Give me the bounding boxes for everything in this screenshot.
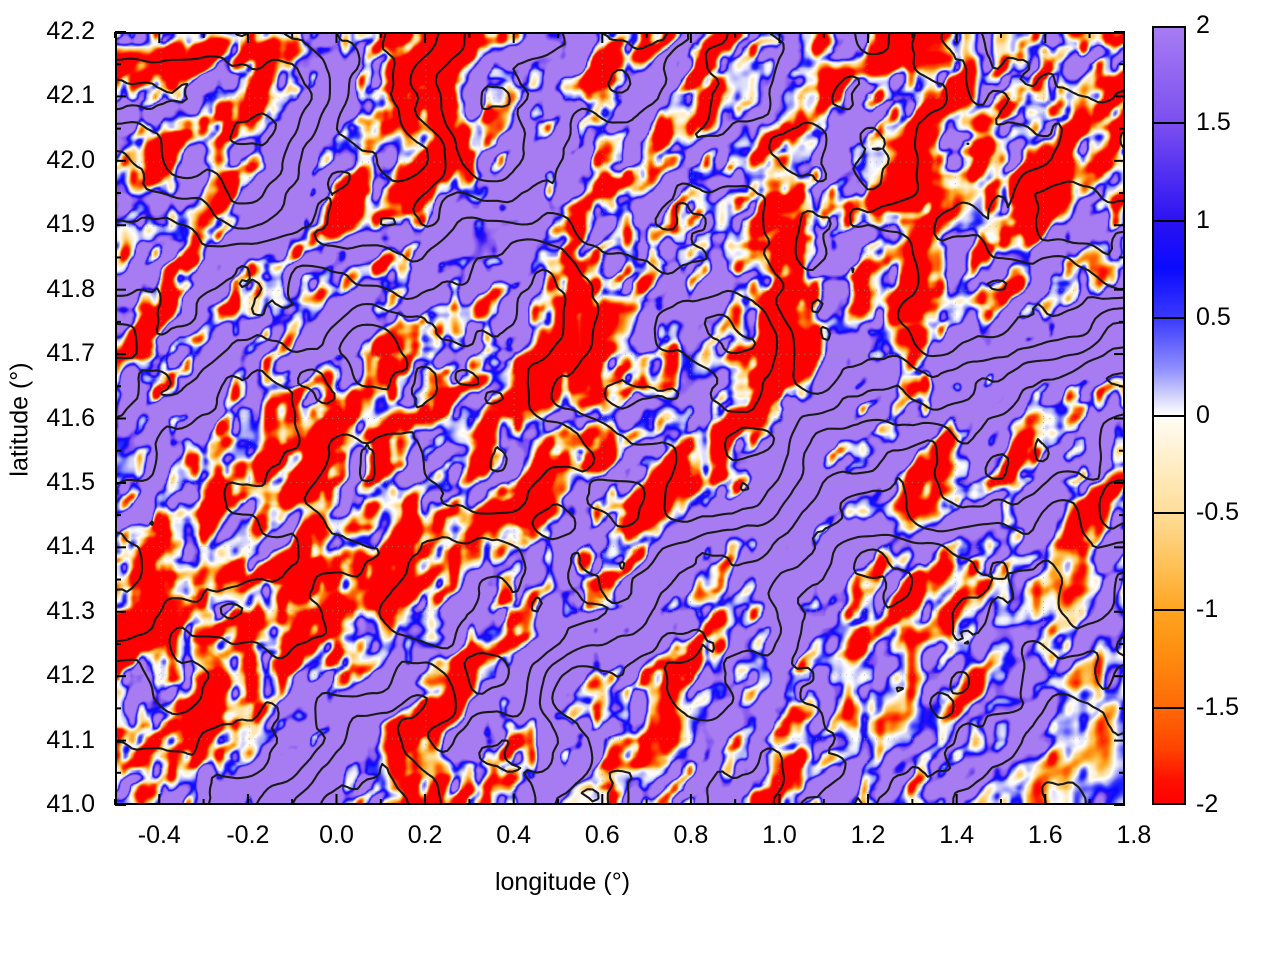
plot-area (115, 32, 1125, 805)
colorbar-tick-label: -1 (1196, 595, 1219, 624)
colorbar-tick-label: 1 (1196, 205, 1210, 234)
contour-line (117, 34, 1123, 290)
x-tick-label: 0.4 (496, 821, 532, 849)
contour-line (952, 692, 1123, 803)
y-tick-label: 41.2 (46, 661, 95, 690)
y-tick-label: 41.9 (46, 210, 95, 239)
colorbar-gradient (1152, 26, 1186, 805)
contour-line (117, 268, 1123, 803)
x-tick-label: 1.6 (1027, 821, 1063, 849)
x-axis-title: longitude (°) (494, 868, 631, 896)
contour-line (706, 533, 1123, 803)
contour-line (117, 78, 1123, 256)
x-tick-label: 0.8 (673, 821, 709, 849)
y-tick-label: 42.1 (46, 81, 95, 110)
x-tick-label: 1.4 (939, 821, 975, 849)
colorbar-tick-label: 2 (1196, 11, 1210, 39)
x-tick-label: -0.2 (226, 821, 270, 849)
x-tick-label: 1.0 (762, 821, 797, 849)
y-tick-label: 42.2 (46, 17, 95, 45)
y-tick-label: 41.1 (46, 725, 95, 754)
terrain-contour-lines (117, 34, 1123, 803)
x-tick-label: -0.4 (137, 821, 181, 849)
y-tick-label: 41.5 (46, 467, 95, 496)
y-tick-label: 41.0 (46, 790, 95, 818)
y-tick-label: 41.4 (46, 532, 95, 561)
colorbar-tick-label: -1.5 (1196, 692, 1240, 721)
y-tick-label: 41.8 (46, 274, 95, 303)
contour-line (117, 34, 1123, 358)
x-tick-label: 1.2 (850, 821, 886, 849)
x-tick-label: 0.0 (319, 821, 354, 849)
y-tick-label: 41.6 (46, 403, 95, 432)
contour-line (852, 548, 1123, 803)
colorbar-tick-label: 0 (1196, 400, 1210, 429)
y-tick-label: 41.3 (46, 596, 95, 625)
contour-line (117, 238, 1123, 803)
y-tick-label: 41.7 (46, 339, 95, 368)
x-tick-label: 0.2 (407, 821, 443, 849)
colorbar-tick-label: 1.5 (1196, 108, 1231, 137)
colorbar-tick-label: -2 (1196, 790, 1219, 818)
grid-lines (117, 34, 1123, 803)
colorbar-tick-label: -0.5 (1196, 497, 1240, 526)
contour-line (117, 476, 1123, 803)
contour-line (117, 323, 1123, 803)
colorbar-tick-label: 0.5 (1196, 303, 1231, 332)
y-tick-label: 42.0 (46, 145, 95, 174)
contour-line (117, 34, 1123, 492)
x-tick-label: 0.6 (584, 821, 620, 849)
x-tick-label: 1.8 (1116, 821, 1152, 849)
